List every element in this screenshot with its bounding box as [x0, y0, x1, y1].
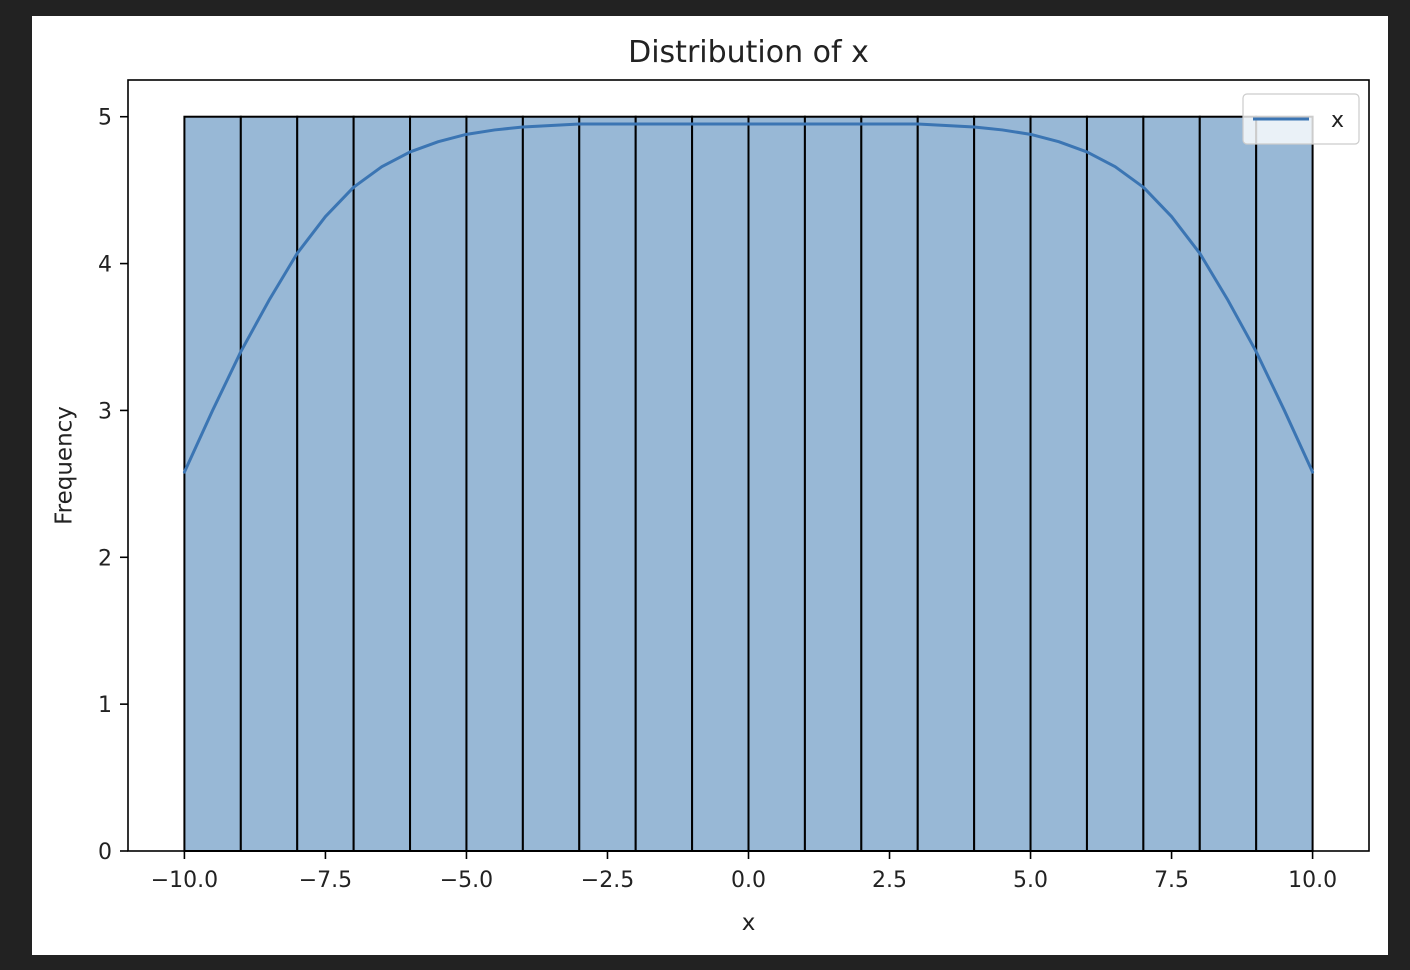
histogram-bar: [1029, 115, 1088, 852]
legend-label: x: [1331, 108, 1344, 133]
chart-figure: −10.0 −7.5 −5.0 −2.5 0.0 2.5 5.0 7.5 10.0 0 1 2 3 4 5…: [32, 16, 1388, 955]
histogram-bar: [521, 115, 581, 852]
histogram-bar: [860, 115, 919, 852]
histogram-bar: [916, 115, 976, 852]
x-tick-label: 7.5: [1154, 868, 1189, 893]
y-tick-label: 1: [98, 693, 112, 718]
histogram-bar: [1085, 115, 1145, 852]
x-tick-label: −5.0: [440, 868, 493, 893]
kde-line: [182, 122, 1315, 474]
x-axis-ticks: −10.0 −7.5 −5.0 −2.5 0.0 2.5 5.0 7.5 10.0: [151, 851, 1337, 893]
x-tick-label: −10.0: [151, 868, 218, 893]
y-axis-title: Frequency: [52, 406, 78, 525]
y-tick-label: 4: [98, 253, 112, 278]
histogram-bar: [1198, 115, 1258, 852]
x-tick-label: 0.0: [731, 868, 766, 893]
histogram-bar: [747, 115, 806, 852]
histogram-bar: [296, 115, 355, 852]
histogram-bar: [1255, 115, 1314, 852]
y-tick-label: 2: [98, 546, 112, 571]
x-tick-label: 10.0: [1288, 868, 1337, 893]
histogram-bar: [578, 115, 637, 852]
chart-title: Distribution of x: [628, 35, 869, 70]
kde-layer: [182, 122, 1315, 474]
x-axis-title: x: [742, 910, 756, 936]
histogram-bar: [183, 115, 242, 852]
legend: x: [1242, 93, 1360, 145]
histogram-bar: [465, 115, 524, 852]
x-tick-label: −2.5: [581, 868, 634, 893]
histogram-bar: [239, 115, 299, 852]
y-tick-label: 0: [98, 840, 112, 865]
histogram-bar: [634, 115, 694, 852]
x-tick-label: −7.5: [299, 868, 352, 893]
histogram-bar: [352, 115, 412, 852]
y-tick-label: 3: [98, 399, 112, 424]
bars-layer: [183, 115, 1314, 852]
y-axis-ticks: 0 1 2 3 4 5: [98, 106, 128, 865]
histogram-bar: [691, 115, 750, 852]
histogram-chart: −10.0 −7.5 −5.0 −2.5 0.0 2.5 5.0 7.5 10.0 0 1 2 3 4 5…: [52, 35, 1370, 936]
histogram-bar: [409, 115, 468, 852]
histogram-bar: [1142, 115, 1201, 852]
y-tick-label: 5: [98, 106, 112, 131]
histogram-bar: [803, 115, 863, 852]
x-tick-label: 2.5: [872, 868, 907, 893]
histogram-bar: [973, 115, 1032, 852]
x-tick-label: 5.0: [1013, 868, 1048, 893]
